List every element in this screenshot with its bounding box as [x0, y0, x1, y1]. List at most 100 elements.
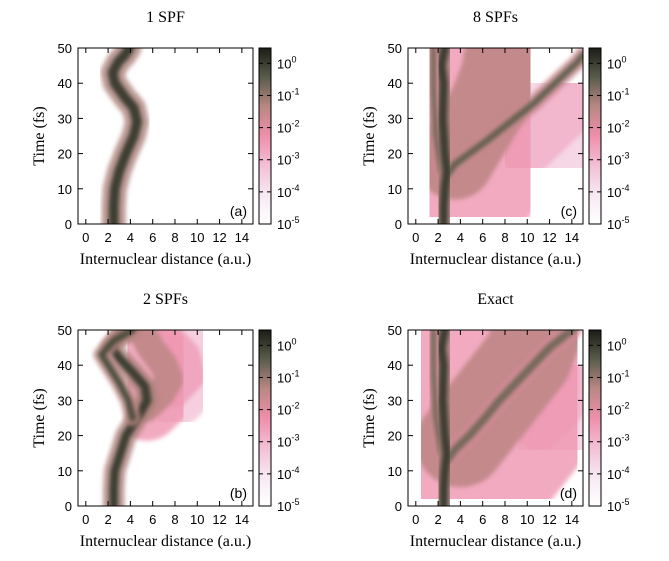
colorbar-tick-label: 10-3 — [607, 433, 629, 450]
y-tick-label: 10 — [58, 464, 72, 479]
colorbar-tick-exponent: 0 — [621, 54, 626, 64]
x-tick-label: 10 — [520, 512, 534, 527]
panel-label: (d) — [560, 485, 577, 501]
x-tick-label: 2 — [434, 230, 441, 245]
colorbar-tick-exponent: 0 — [291, 336, 296, 346]
colorbar-tick-base: 10 — [607, 370, 621, 385]
colorbar-tick-label: 10-2 — [607, 401, 629, 418]
x-tick-label: 14 — [565, 512, 579, 527]
colorbar-tick-base: 10 — [607, 338, 621, 353]
density-ridge — [436, 48, 452, 224]
colorbar — [258, 47, 272, 225]
density-ridge — [443, 51, 583, 179]
colorbar-tick-base: 10 — [277, 403, 291, 418]
x-tick-label: 12 — [212, 230, 226, 245]
colorbar-tick-label: 10-4 — [607, 183, 629, 200]
y-axis-label: Time (fs) — [361, 106, 378, 165]
colorbar-tick-base: 10 — [277, 370, 291, 385]
colorbar-tick-label: 100 — [607, 336, 626, 353]
colorbar-tick-exponent: -3 — [621, 151, 629, 161]
colorbar-tick-exponent: -4 — [621, 465, 629, 475]
panel-label: (b) — [230, 485, 247, 501]
colorbar-tick-exponent: -5 — [621, 215, 629, 225]
y-tick-label: 30 — [58, 393, 72, 408]
x-tick-label: 0 — [82, 230, 89, 245]
colorbar-tick-base: 10 — [607, 499, 621, 514]
colorbar-tick-label: 10-2 — [277, 119, 299, 136]
density — [408, 48, 583, 224]
colorbar-tick-exponent: -3 — [291, 151, 299, 161]
x-tick-label: 2 — [104, 512, 111, 527]
colorbar-tick-label: 10-1 — [277, 86, 299, 103]
panel-title: 1 SPF — [146, 9, 185, 26]
y-axis-label: Time (fs) — [361, 388, 378, 447]
plot-frame — [407, 329, 584, 507]
y-tick-label: 40 — [388, 358, 402, 373]
colorbar-tick-label: 10-3 — [277, 433, 299, 450]
colorbar-tick-label: 100 — [277, 54, 296, 71]
y-tick-label: 10 — [58, 182, 72, 197]
y-tick-label: 20 — [388, 429, 402, 444]
y-tick-label: 40 — [58, 358, 72, 373]
y-tick-label: 50 — [388, 323, 402, 338]
y-tick-label: 10 — [388, 464, 402, 479]
plot-frame — [77, 47, 254, 225]
colorbar-tick-label: 10-4 — [277, 465, 299, 482]
x-tick-label: 2 — [104, 230, 111, 245]
x-tick-label: 0 — [412, 230, 419, 245]
x-axis-label: Internuclear distance (a.u.) — [410, 251, 581, 268]
y-tick-label: 30 — [388, 111, 402, 126]
x-tick-label: 12 — [542, 230, 556, 245]
y-tick-label: 30 — [58, 111, 72, 126]
x-tick-label: 6 — [479, 512, 486, 527]
x-tick-label: 6 — [149, 512, 156, 527]
x-tick-label: 0 — [82, 512, 89, 527]
density — [93, 330, 226, 506]
colorbar-tick-label: 100 — [277, 336, 296, 353]
colorbar — [588, 329, 602, 507]
colorbar-tick-label: 10-3 — [277, 151, 299, 168]
colorbar-tick-label: 10-4 — [277, 183, 299, 200]
panel-title: 2 SPFs — [143, 291, 188, 308]
colorbar-tick-exponent: 0 — [621, 336, 626, 346]
colorbar-tick-base: 10 — [277, 338, 291, 353]
x-tick-label: 14 — [565, 230, 579, 245]
colorbar-tick-base: 10 — [277, 435, 291, 450]
x-tick-label: 12 — [542, 512, 556, 527]
colorbar-tick-exponent: -1 — [291, 86, 299, 96]
y-tick-label: 40 — [58, 76, 72, 91]
plot-frame — [407, 47, 584, 225]
x-tick-label: 8 — [171, 512, 178, 527]
colorbar-tick-label: 10-2 — [607, 119, 629, 136]
x-tick-label: 2 — [434, 512, 441, 527]
x-tick-label: 10 — [520, 230, 534, 245]
colorbar-tick-label: 10-5 — [607, 497, 629, 514]
density-ridge — [415, 48, 545, 200]
colorbar-tick-exponent: -2 — [621, 119, 629, 129]
y-tick-label: 50 — [388, 41, 402, 56]
panel: 0 2 4 6 8 10 12 1401020304050ExactInternuclear … — [361, 291, 629, 550]
colorbar-tick-base: 10 — [277, 467, 291, 482]
x-tick-label: 14 — [235, 512, 249, 527]
density-ridge — [443, 330, 576, 465]
colorbar-tick-base: 10 — [277, 217, 291, 232]
colorbar-tick-label: 100 — [607, 54, 626, 71]
colorbar-tick-exponent: -5 — [291, 215, 299, 225]
y-tick-label: 10 — [388, 182, 402, 197]
y-tick-label: 0 — [395, 217, 402, 232]
x-tick-label: 10 — [190, 512, 204, 527]
colorbar-tick-base: 10 — [277, 56, 291, 71]
colorbar-tick-exponent: -4 — [291, 465, 299, 475]
plot-frame — [77, 329, 254, 507]
colorbar-tick-base: 10 — [607, 56, 621, 71]
colorbar-tick-exponent: -1 — [291, 368, 299, 378]
colorbar — [588, 47, 602, 225]
colorbar-tick-base: 10 — [607, 88, 621, 103]
colorbar — [258, 329, 272, 507]
x-tick-label: 6 — [479, 230, 486, 245]
x-tick-label: 8 — [501, 230, 508, 245]
density — [408, 330, 583, 506]
colorbar-tick-label: 10-3 — [607, 151, 629, 168]
density-ridge — [436, 330, 452, 506]
colorbar-tick-base: 10 — [277, 499, 291, 514]
